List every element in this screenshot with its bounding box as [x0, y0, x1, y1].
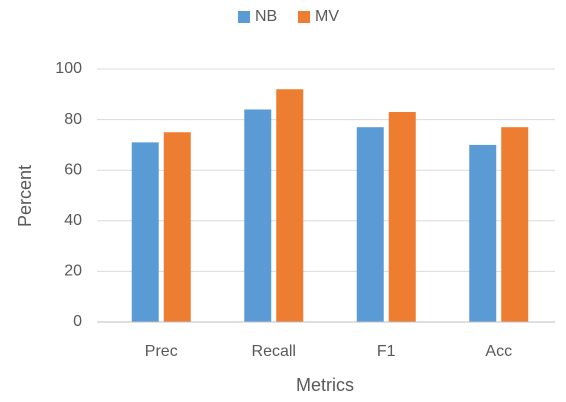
x-tick-label: Recall: [252, 343, 296, 360]
bar: [276, 89, 304, 323]
legend-label: MV: [315, 8, 339, 25]
y-axis-label: Percent: [15, 165, 35, 227]
y-tick-label: 100: [55, 60, 82, 77]
legend-swatch: [298, 11, 310, 23]
x-tick-label: F1: [377, 343, 396, 360]
x-axis-label: Metrics: [296, 375, 354, 395]
bar: [388, 112, 416, 322]
bar: [356, 127, 384, 322]
bar: [244, 109, 272, 322]
y-tick-label: 60: [64, 161, 82, 178]
y-tick-label: 20: [64, 263, 82, 280]
y-tick-label: 0: [73, 313, 82, 330]
x-tick-label: Acc: [485, 343, 512, 360]
bar: [469, 144, 497, 322]
bar: [163, 132, 191, 322]
y-tick-label: 80: [64, 111, 82, 128]
legend-swatch: [238, 11, 250, 23]
x-tick-label: Prec: [145, 343, 178, 360]
bar: [501, 127, 529, 322]
bar: [131, 142, 159, 322]
y-tick-label: 40: [64, 212, 82, 229]
legend-label: NB: [255, 8, 277, 25]
